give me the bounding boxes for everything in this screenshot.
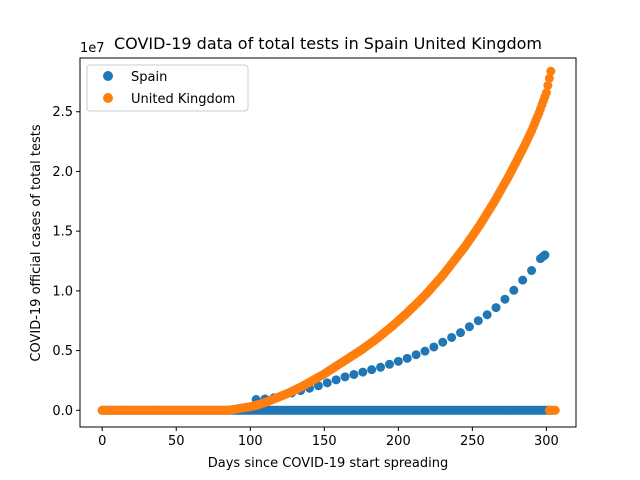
point-spain	[393, 356, 403, 366]
point-spain	[411, 350, 421, 360]
x-tick-label: 250	[460, 434, 485, 449]
x-tick-label: 0	[98, 434, 106, 449]
point-spain	[429, 342, 439, 352]
point-spain	[358, 367, 368, 377]
x-tick-label: 200	[386, 434, 411, 449]
point-spain	[367, 365, 377, 375]
point-spain	[420, 346, 430, 356]
y-axis-label: COVID-19 official cases of total tests	[29, 124, 44, 361]
legend-marker-spain	[103, 71, 113, 81]
point-spain	[527, 266, 537, 276]
x-tick-label: 50	[168, 434, 185, 449]
x-axis-ticks: 0 50 100 150 200 250 300	[98, 427, 559, 449]
y-tick-label: 1.5	[52, 225, 73, 240]
y-tick-label: 2.5	[52, 105, 73, 120]
point-spain	[331, 375, 341, 385]
legend-marker-united-kingdom	[103, 93, 113, 103]
scatter-points	[97, 66, 560, 415]
chart-title: COVID-19 data of total tests in Spain Un…	[114, 34, 542, 53]
point-united-kingdom	[541, 88, 551, 98]
legend-box	[86, 64, 249, 112]
y-tick-label: 0.0	[52, 404, 73, 419]
point-spain	[540, 250, 550, 260]
y-tick-label: 2.0	[52, 165, 73, 180]
point-spain	[438, 337, 448, 347]
point-spain	[340, 372, 350, 382]
point-spain	[322, 378, 332, 388]
point-united-kingdom	[550, 405, 560, 415]
point-spain	[376, 362, 386, 372]
point-spain	[384, 359, 394, 369]
x-tick-label: 300	[534, 434, 559, 449]
point-spain	[464, 322, 474, 332]
legend: Spain United Kingdom	[86, 64, 249, 112]
point-spain	[482, 310, 492, 320]
point-spain	[447, 332, 457, 342]
point-united-kingdom	[546, 66, 556, 76]
y-axis-ticks: 0.0 0.5 1.0 1.5 2.0 2.5	[52, 105, 80, 419]
point-spain	[402, 353, 412, 363]
point-spain	[500, 294, 510, 304]
point-united-kingdom	[543, 80, 553, 90]
y-tick-label: 0.5	[52, 344, 73, 359]
legend-label-united-kingdom: United Kingdom	[131, 92, 235, 107]
plot-area-frame	[79, 57, 577, 428]
x-tick-label: 150	[312, 434, 337, 449]
y-axis-offset-label: 1e7	[80, 41, 105, 56]
point-united-kingdom	[544, 73, 554, 83]
x-tick-label: 100	[238, 434, 263, 449]
point-spain	[491, 303, 501, 313]
point-spain	[473, 316, 483, 326]
x-axis-label: Days since COVID-19 start spreading	[208, 456, 448, 471]
legend-label-spain: Spain	[131, 70, 167, 85]
point-spain	[456, 328, 466, 338]
point-spain	[509, 285, 519, 295]
point-spain	[349, 369, 359, 379]
y-tick-label: 1.0	[52, 284, 73, 299]
point-spain	[518, 275, 528, 285]
